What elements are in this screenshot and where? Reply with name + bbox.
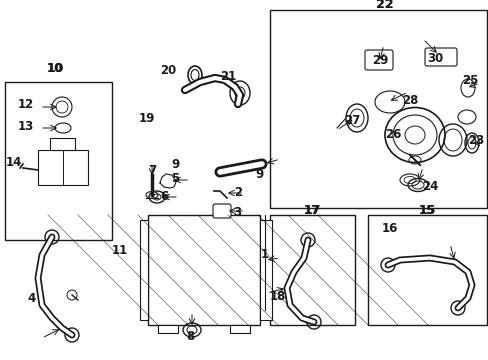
Bar (158, 325, 178, 333)
Text: 30: 30 (426, 51, 442, 64)
FancyBboxPatch shape (364, 50, 392, 70)
FancyBboxPatch shape (213, 204, 230, 218)
Text: 19: 19 (139, 112, 155, 125)
Bar (269, 215, 354, 325)
Text: 11: 11 (112, 243, 128, 256)
Bar (260, 220, 271, 320)
Bar (50, 138, 75, 150)
Text: 9: 9 (255, 168, 264, 181)
Text: 7: 7 (148, 163, 156, 176)
Text: 12: 12 (18, 99, 34, 112)
Text: 28: 28 (401, 94, 417, 107)
Text: 16: 16 (381, 221, 397, 234)
Text: 25: 25 (461, 73, 477, 86)
Text: 20: 20 (160, 63, 176, 77)
Text: 29: 29 (371, 54, 387, 67)
Bar (229, 325, 249, 333)
Text: 2: 2 (233, 186, 242, 199)
Text: 17: 17 (303, 203, 320, 216)
Bar (38, 150, 88, 185)
Bar (5, 82, 112, 240)
Text: 15: 15 (418, 203, 434, 216)
Bar (367, 215, 486, 325)
Text: 10: 10 (47, 62, 63, 75)
Text: 21: 21 (220, 71, 236, 84)
Text: 9: 9 (170, 158, 179, 171)
Text: 27: 27 (343, 113, 359, 126)
Text: 22: 22 (375, 0, 393, 12)
Text: 15: 15 (417, 203, 435, 216)
Bar (269, 10, 486, 208)
Text: 18: 18 (269, 289, 285, 302)
Text: 6: 6 (160, 189, 168, 202)
Bar (148, 215, 260, 325)
Text: 24: 24 (421, 180, 437, 194)
Text: 10: 10 (46, 62, 63, 75)
Text: 22: 22 (375, 0, 393, 12)
Bar (140, 220, 148, 320)
Text: 26: 26 (384, 129, 400, 141)
Text: 17: 17 (303, 203, 320, 216)
Text: 13: 13 (18, 121, 34, 134)
Text: 1: 1 (261, 248, 268, 261)
Text: 3: 3 (232, 207, 241, 220)
Text: 8: 8 (185, 330, 194, 343)
Text: 5: 5 (170, 171, 179, 184)
Text: 14: 14 (6, 157, 22, 170)
FancyBboxPatch shape (424, 48, 456, 66)
Text: 4: 4 (28, 292, 36, 305)
Text: 23: 23 (467, 134, 483, 147)
